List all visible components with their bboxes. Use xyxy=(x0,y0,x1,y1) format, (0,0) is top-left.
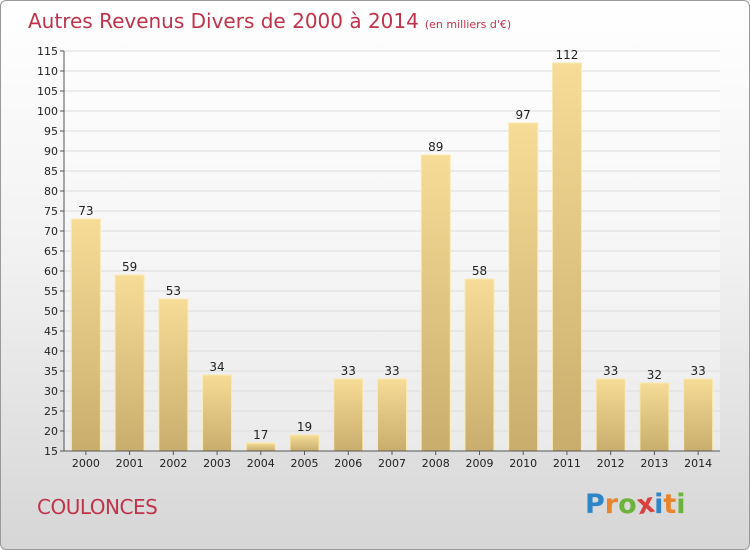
commune-name: COULONCES xyxy=(37,495,158,519)
bar-2007 xyxy=(377,378,407,452)
chart-subtitle: (en milliers d'€) xyxy=(424,18,512,31)
chart-title-text: Autres Revenus Divers de 2000 à 2014 xyxy=(28,9,419,33)
bar-2014 xyxy=(683,378,714,452)
y-tick-label: 100 xyxy=(37,105,58,118)
value-label-2009: 58 xyxy=(472,264,487,278)
bar-2004 xyxy=(245,442,276,452)
bar-2002 xyxy=(158,298,189,452)
bar-2009 xyxy=(464,278,495,452)
bars: 73 59 53 34 17 19 33 33 89 58 97 112 33 32 33 xyxy=(70,48,714,452)
value-label-2011: 112 xyxy=(555,48,578,62)
bar-2011 xyxy=(551,62,582,452)
x-tick-label-2010: 2010 xyxy=(509,457,537,470)
logo-letter: P xyxy=(585,489,605,520)
bar-2005 xyxy=(289,434,320,452)
y-tick-label: 110 xyxy=(37,65,58,78)
x-tick-label-2009: 2009 xyxy=(465,457,493,470)
y-tick-label: 45 xyxy=(44,325,58,338)
x-tick-label-2008: 2008 xyxy=(422,457,450,470)
value-label-2003: 34 xyxy=(209,360,224,374)
y-tick-label: 85 xyxy=(44,165,58,178)
y-tick-label: 115 xyxy=(37,45,58,58)
value-label-2002: 53 xyxy=(166,284,181,298)
value-label-2014: 33 xyxy=(690,364,705,378)
x-tick-label-2011: 2011 xyxy=(553,457,581,470)
bar-2006 xyxy=(333,378,364,452)
y-tick-label: 35 xyxy=(44,365,58,378)
value-label-2013: 32 xyxy=(647,368,662,382)
bar-2010 xyxy=(508,122,539,452)
value-label-2007: 33 xyxy=(384,364,399,378)
value-label-2001: 59 xyxy=(122,260,137,274)
x-tick-label-2000: 2000 xyxy=(72,457,100,470)
value-label-2004: 17 xyxy=(253,428,268,442)
logo-letter: o xyxy=(618,489,637,520)
x-tick-label-2001: 2001 xyxy=(116,457,144,470)
bar-2000 xyxy=(70,218,101,452)
value-label-2006: 33 xyxy=(341,364,356,378)
x-tick-label-2005: 2005 xyxy=(291,457,319,470)
logo-letter: t xyxy=(663,489,677,520)
y-tick-label: 20 xyxy=(44,425,58,438)
y-tick-label: 25 xyxy=(44,405,58,418)
y-tick-label: 65 xyxy=(44,245,58,258)
y-tick-label: 75 xyxy=(44,205,58,218)
logo-letter: i xyxy=(654,489,664,520)
x-tick-label-2003: 2003 xyxy=(203,457,231,470)
x-tick-label-2006: 2006 xyxy=(334,457,362,470)
y-tick-label: 90 xyxy=(44,145,58,158)
value-label-2010: 97 xyxy=(516,108,531,122)
y-tick-label: 40 xyxy=(44,345,58,358)
y-tick-label: 55 xyxy=(44,285,58,298)
y-tick-label: 70 xyxy=(44,225,58,238)
bar-2003 xyxy=(202,374,233,452)
y-tick-label: 105 xyxy=(37,85,58,98)
value-label-2005: 19 xyxy=(297,420,312,434)
y-tick-label: 50 xyxy=(44,305,58,318)
value-label-2012: 33 xyxy=(603,364,618,378)
y-tick-label: 80 xyxy=(44,185,58,198)
bar-2013 xyxy=(639,382,670,452)
x-tick-label-2007: 2007 xyxy=(378,457,406,470)
bar-2008 xyxy=(420,154,451,452)
logo-letter: r xyxy=(604,489,619,520)
axes: 15 20 25 30 35 40 45 50 55 60 65 70 75 80 85 90 95 100 105… xyxy=(37,45,720,470)
x-tick-label-2014: 2014 xyxy=(684,457,712,470)
y-tick-label: 30 xyxy=(44,385,58,398)
chart-title: Autres Revenus Divers de 2000 à 2014 (en … xyxy=(28,9,511,33)
proxiti-logo: Proxiti xyxy=(585,488,686,522)
value-label-2008: 89 xyxy=(428,140,443,154)
y-tick-label: 60 xyxy=(44,265,58,278)
x-tick-label-2004: 2004 xyxy=(247,457,275,470)
x-tick-label-2012: 2012 xyxy=(597,457,625,470)
logo-letter: i xyxy=(676,489,686,520)
y-tick-label: 15 xyxy=(44,445,58,458)
x-tick-label-2002: 2002 xyxy=(159,457,187,470)
bar-2012 xyxy=(595,378,626,452)
bar-2001 xyxy=(114,274,145,452)
value-label-2000: 73 xyxy=(78,204,93,218)
x-tick-label-2013: 2013 xyxy=(640,457,668,470)
y-tick-label: 95 xyxy=(44,125,58,138)
